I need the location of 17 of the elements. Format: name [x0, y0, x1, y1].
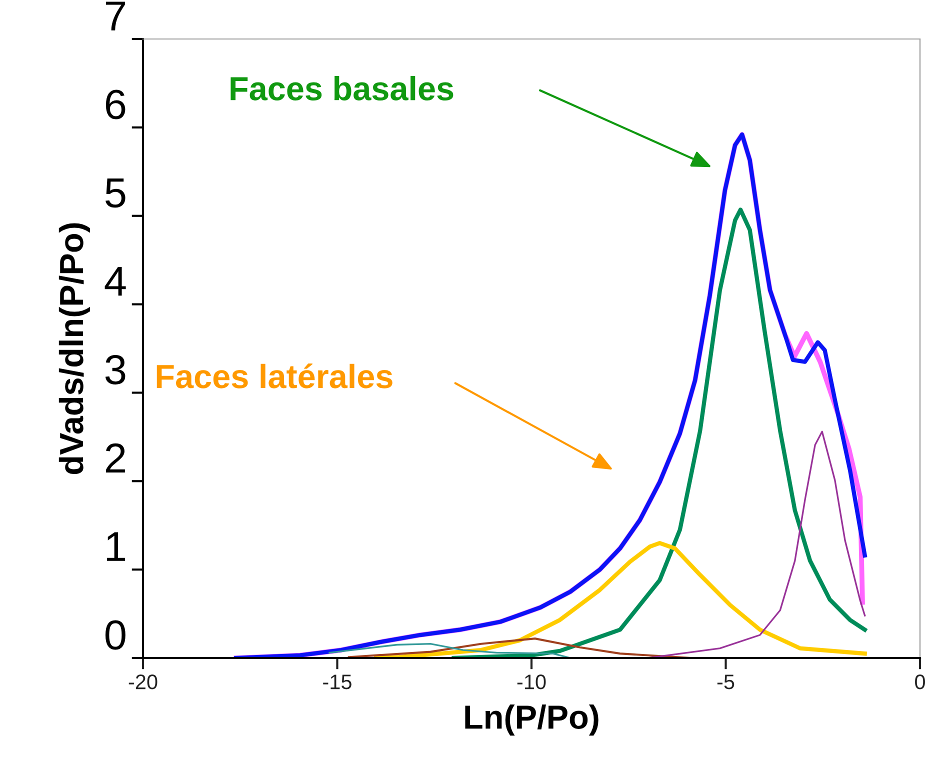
x-tick-label: -10 [517, 674, 546, 690]
x-axis-title: Ln(P/Po) [465, 704, 598, 736]
y-tick-label: 7 [106, 2, 125, 30]
x-tick-label: -15 [323, 674, 352, 690]
y-tick-label: 1 [107, 532, 125, 561]
x-tick-label: -20 [128, 674, 158, 690]
y-tick-label: 6 [106, 90, 126, 120]
y-axis-title: dVads/dln(P/Po) [58, 223, 90, 474]
x-tick-label: 0 [915, 674, 925, 690]
annotation: Faces basales [230, 76, 454, 100]
annotation: Faces latérales [156, 364, 392, 388]
y-tick-label: 0 [105, 620, 126, 650]
y-tick-label: 3 [105, 354, 126, 384]
y-tick-label: 5 [106, 178, 126, 208]
y-tick-label: 2 [106, 443, 125, 472]
y-tick-label: 4 [104, 266, 126, 296]
x-tick-label: -5 [717, 674, 734, 690]
